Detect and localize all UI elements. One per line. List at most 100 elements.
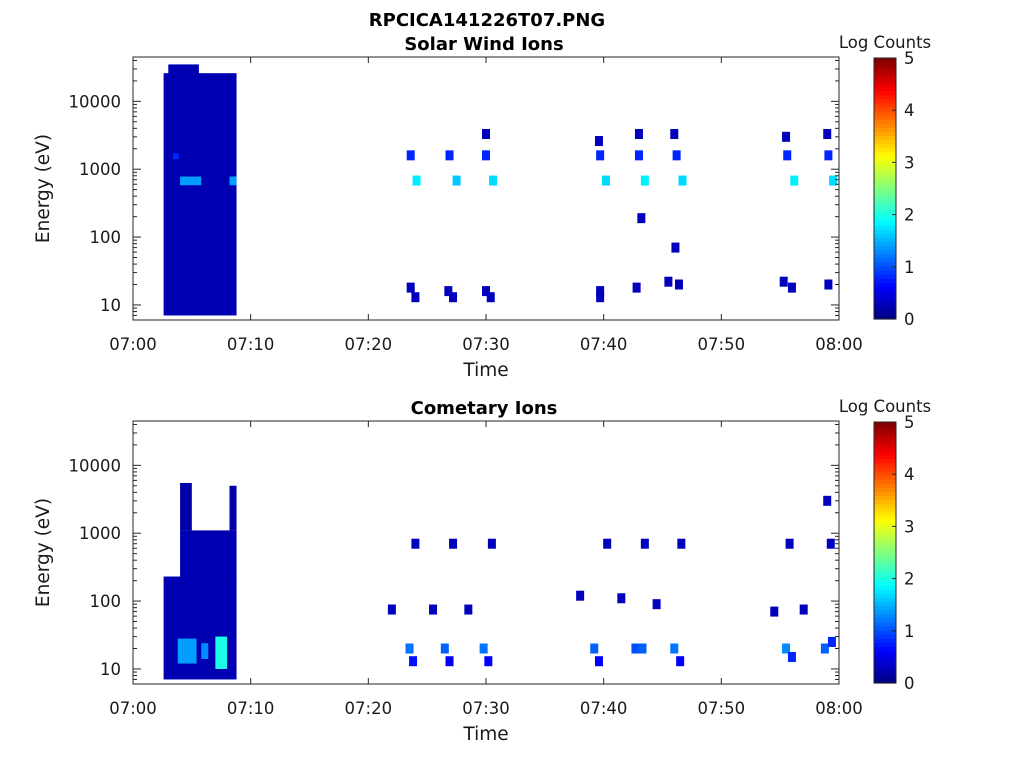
data-cell [596,286,605,297]
x-tick-label: 07:40 [580,699,628,718]
colorbar-tick-label: 2 [904,570,915,589]
data-cell [782,131,791,142]
data-cell [576,590,585,601]
x-tick-label: 07:30 [462,699,510,718]
data-cell [412,175,421,186]
data-cell [177,638,197,664]
y-tick-label: 10000 [69,92,122,111]
y-tick-label: 10 [100,660,121,679]
x-tick-label: 07:20 [345,699,393,718]
data-cell [596,150,605,161]
colorbar-segment [874,115,896,120]
colorbar-segment [874,229,896,234]
data-cell [168,64,199,316]
x-axis-label: Time [462,360,508,381]
colorbar-tick-label: 5 [904,413,915,432]
colorbar-tick-label: 2 [904,206,915,225]
colorbar-segment [874,302,896,308]
data-cell [779,276,788,287]
data-cell [829,175,838,186]
colorbar-segment [874,233,896,239]
data-cell [405,643,414,654]
colorbar-segment [874,613,896,619]
data-cell [445,656,454,667]
data-cell [486,292,495,303]
data-cell [445,150,454,161]
x-tick-label: 07:40 [580,335,628,354]
data-cell [770,606,779,617]
y-tick-label: 10000 [69,456,122,475]
colorbar-segment [874,200,896,206]
colorbar-segment [874,147,896,153]
colorbar-segment [874,151,896,157]
colorbar-segment [874,298,896,304]
colorbar-segment [874,678,896,684]
colorbar-segment [874,446,896,452]
colorbar-segment [874,294,896,300]
data-cell [201,643,209,660]
data-cell [632,282,641,293]
colorbar-segment [874,568,896,574]
panel-title: Cometary Ions [411,398,558,419]
x-tick-label: 07:20 [345,335,393,354]
data-cell [652,599,661,610]
colorbar-label: Log Counts [839,33,931,52]
colorbar-segment [874,422,896,427]
colorbar-segment [874,168,896,173]
colorbar-segment [874,282,896,287]
data-cell [827,636,836,647]
colorbar-segment [874,442,896,448]
data-cell [440,643,449,654]
colorbar-frame [873,57,897,320]
colorbar-segment [874,66,896,71]
data-cell [637,213,646,224]
colorbar-segment [874,155,896,161]
colorbar-segment [874,674,896,680]
data-cell [482,150,490,161]
y-tick-label: 100 [90,228,122,247]
data-cell [229,485,237,531]
data-cell [590,643,599,654]
colorbar-segment [874,483,896,488]
colorbar-segment [874,237,896,243]
data-cell [670,643,679,654]
colorbar-segment [874,245,896,251]
data-cell [790,175,799,186]
colorbar-segment [874,540,896,545]
data-cell [594,656,603,667]
data-cell [452,175,461,186]
data-cell [411,292,420,303]
colorbar-tick-label: 3 [904,517,915,536]
colorbar-segment [874,310,896,316]
colorbar-segment [874,536,896,541]
colorbar-segment [874,662,896,668]
colorbar-segment [874,634,896,639]
colorbar-segment [874,491,896,497]
colorbar-segment [874,261,896,267]
colorbar-segment [874,572,896,578]
colorbar-segment [874,192,896,198]
colorbar-segment [874,257,896,263]
x-tick-label: 07:50 [698,335,746,354]
colorbar-segment [874,278,896,283]
colorbar-segment [874,270,896,275]
y-tick-label: 10 [100,296,121,315]
data-cell [482,129,490,140]
x-axis-label: Time [462,724,508,745]
colorbar-tick-label: 1 [904,258,915,277]
data-cell [484,656,493,667]
data-cell [449,292,458,303]
data-cell [180,176,202,186]
figure-title: RPCICA141226T07.PNG [369,10,605,31]
colorbar-segment [874,511,896,517]
data-cell [479,643,488,654]
colorbar-segment [874,589,896,594]
x-tick-label: 07:00 [109,699,157,718]
y-tick-label: 1000 [79,160,121,179]
colorbar-segment [874,135,896,141]
data-cell [229,176,237,186]
colorbar-segment [874,127,896,133]
colorbar-segment [874,217,896,222]
data-cell [173,153,179,160]
